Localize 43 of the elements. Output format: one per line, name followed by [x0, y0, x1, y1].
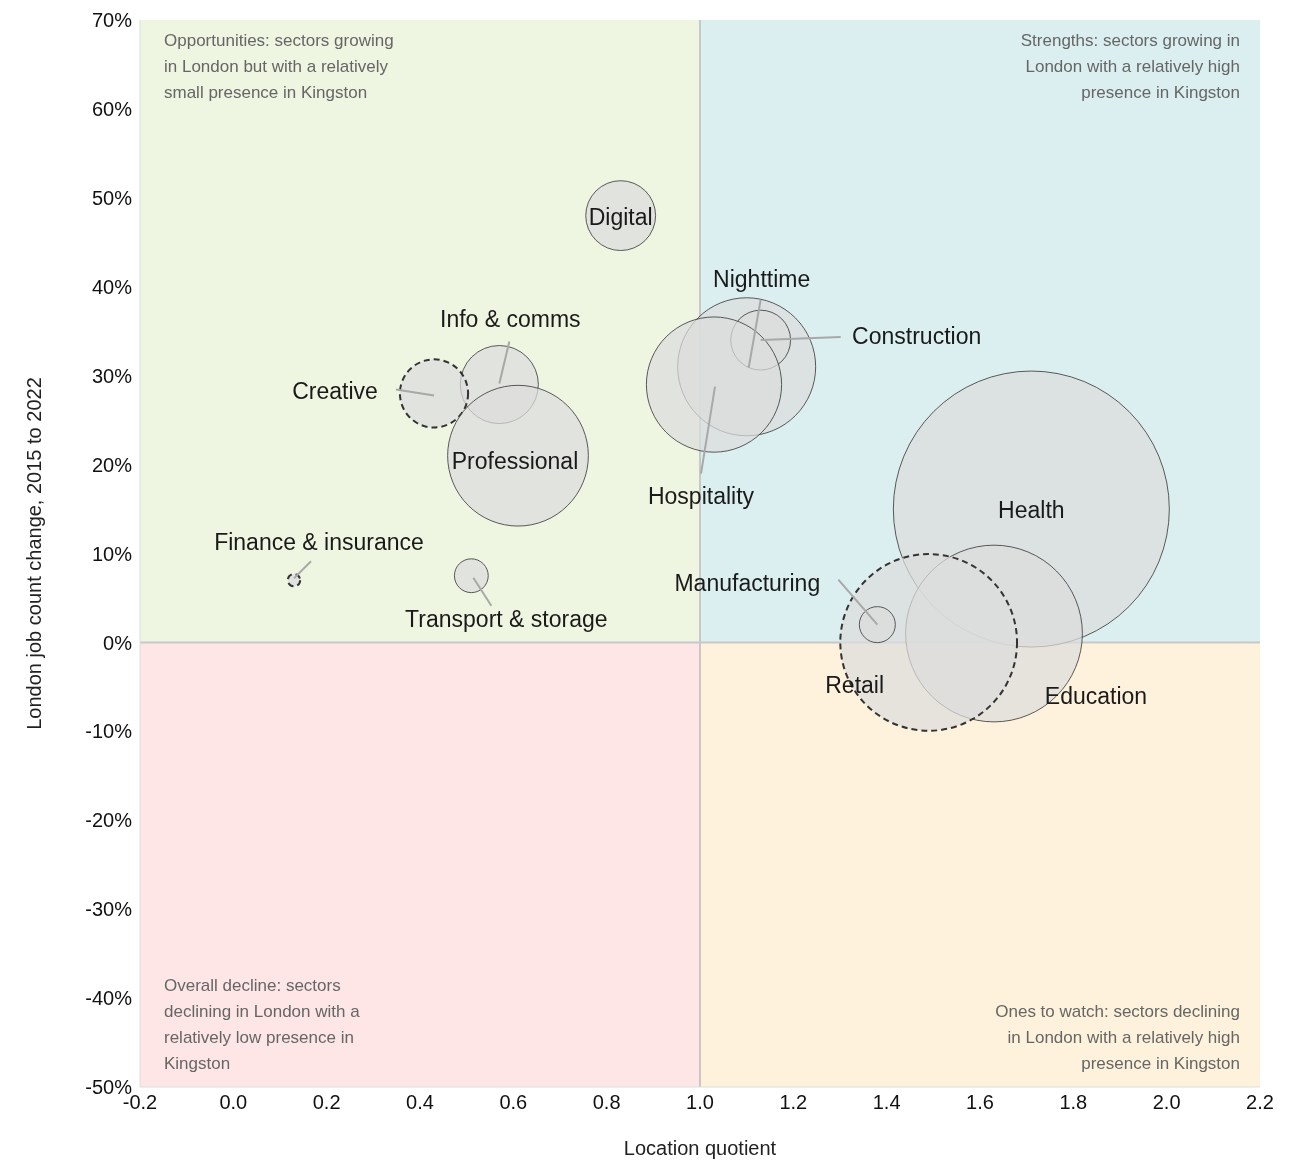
- y-tick-label: 70%: [91, 9, 133, 32]
- band-label: Ones to watch: sectors declining in London with a relatively high presence in Kingston: [995, 1002, 1240, 1073]
- y-tick-label: 0%: [103, 631, 133, 654]
- x-tick-label: 0.6: [499, 1091, 528, 1114]
- series-label: Creative: [292, 378, 378, 405]
- x-tick-label: 2.2: [1246, 1091, 1274, 1114]
- y-tick-label: -10%: [85, 720, 133, 743]
- x-tick-label: 1.2: [779, 1091, 808, 1114]
- y-axis-title: London job count change, 2015 to 2022: [23, 377, 46, 730]
- band-label: Opportunities: sectors growing in London but with a relatively small presence in Kingston: [164, 31, 394, 102]
- series-label: Professional: [451, 447, 579, 474]
- y-tick-label: 20%: [91, 453, 133, 476]
- series-label: Health: [998, 497, 1065, 524]
- series-label: Digital: [588, 203, 653, 230]
- series-label: Nighttime: [713, 265, 811, 292]
- y-tick-label: -40%: [85, 987, 133, 1010]
- text: Manufacturing: [674, 569, 821, 596]
- series-label: Retail: [825, 672, 885, 699]
- series-label: Finance & insurance: [214, 529, 424, 556]
- x-tick-label: 2.0: [1152, 1091, 1181, 1114]
- y-tick-label: 60%: [91, 98, 133, 121]
- y-tick-label: -30%: [85, 898, 133, 921]
- x-axis-title: Location quotient: [623, 1137, 777, 1159]
- x-tick-label: 1.8: [1059, 1091, 1088, 1114]
- x-tick-label: 1.4: [872, 1091, 901, 1114]
- y-tick-label: 50%: [91, 186, 133, 209]
- band-label: Strengths: sectors growing in London with a relatively high presence in Kingston: [1020, 31, 1240, 102]
- x-tick-label: 1.0: [686, 1091, 714, 1114]
- x-tick-label: 0.2: [312, 1091, 341, 1114]
- x-tick-label: 1.6: [966, 1091, 994, 1114]
- band-label: Overall decline: sectors declining in London with a relatively low presence in Kingston: [164, 976, 361, 1073]
- y-tick-label: -20%: [85, 809, 133, 832]
- y-tick-label: 30%: [91, 364, 133, 387]
- x-tick-label: 0.4: [406, 1091, 434, 1114]
- series-label: Education: [1044, 682, 1148, 709]
- series-label: Hospitality: [647, 482, 755, 509]
- y-tick-label: 40%: [91, 275, 133, 298]
- text: Construction: [852, 323, 982, 350]
- y-tick-label: 10%: [91, 542, 133, 565]
- series-label: Transport & storage: [405, 605, 608, 632]
- series-label: Info & comms: [440, 305, 581, 332]
- x-tick-label: 0.0: [219, 1091, 248, 1114]
- x-tick-label: 0.8: [592, 1091, 621, 1114]
